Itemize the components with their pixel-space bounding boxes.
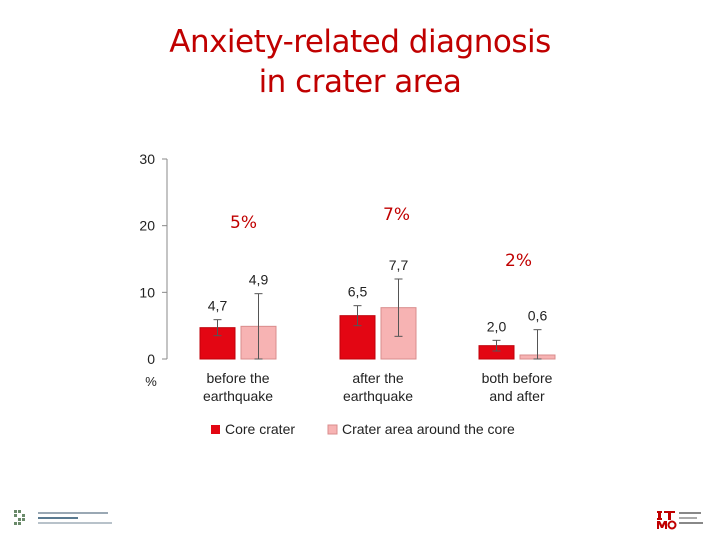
legend-swatch-around bbox=[327, 424, 338, 435]
title-line-1: Anxiety-related diagnosis bbox=[169, 24, 551, 60]
category-label: and after bbox=[489, 388, 545, 404]
data-label: 7,7 bbox=[389, 257, 409, 273]
institute-logo bbox=[14, 510, 112, 525]
data-label: 2,0 bbox=[487, 318, 507, 334]
slide-title: Anxiety-related diagnosis in crater area bbox=[0, 22, 720, 102]
title-line-2: in crater area bbox=[258, 64, 462, 100]
percent-note-after: 7% bbox=[383, 205, 410, 225]
category-label: earthquake bbox=[203, 388, 273, 404]
data-label: 4,7 bbox=[208, 298, 228, 314]
legend-label-core: Core crater bbox=[225, 421, 295, 437]
data-label: 4,9 bbox=[249, 272, 269, 288]
percent-note-both: 2% bbox=[505, 251, 532, 271]
legend-swatch-core bbox=[211, 425, 220, 434]
y-tick-label: 20 bbox=[139, 218, 155, 234]
y-tick-label: 10 bbox=[139, 284, 155, 300]
data-label: 0,6 bbox=[528, 308, 548, 324]
category-label: both before bbox=[482, 370, 553, 386]
y-tick-label: 30 bbox=[139, 151, 155, 167]
y-axis-label: % bbox=[145, 374, 157, 389]
category-label: earthquake bbox=[343, 388, 413, 404]
istmo-logo bbox=[656, 509, 703, 530]
y-tick-label: 0 bbox=[147, 351, 155, 367]
data-label: 6,5 bbox=[348, 284, 368, 300]
category-label: before the bbox=[206, 370, 269, 386]
percent-note-before: 5% bbox=[230, 213, 257, 233]
legend-label-around: Crater area around the core bbox=[342, 421, 515, 437]
category-label: after the bbox=[352, 370, 404, 386]
